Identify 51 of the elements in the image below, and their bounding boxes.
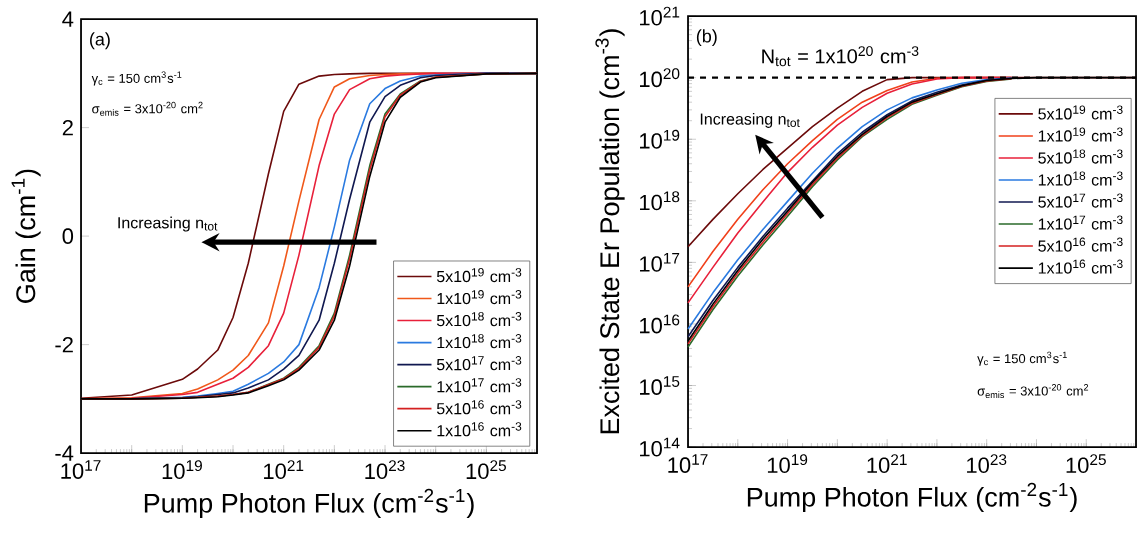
y-tick-label: 10$^{15}$ [640, 376, 680, 395]
y-tick-label: -4 [55, 445, 74, 461]
legend-label: 1x10$^{16}$ cm$^{-3}$ [437, 422, 522, 437]
y-tick-label: 10$^{19}$ [640, 129, 680, 149]
x-tick-label: 10$^{21}$ [867, 454, 907, 474]
legend-label: 5x10$^{17}$ cm$^{-3}$ [436, 356, 522, 371]
y-tick-label: -2 [55, 336, 73, 353]
annotation: (a) [90, 32, 110, 50]
y-axis-title: Gain (cm$^{-1}$) [11, 169, 41, 303]
y-tick-label: 0 [62, 228, 74, 244]
annotation: σ$_{emis}$ = 3x10$^{-20}$ cm$^{2}$ [977, 384, 1089, 398]
legend-label: 1x10$^{18}$ cm$^{-3}$ [437, 334, 522, 349]
legend-label: 5x10$^{16}$ cm$^{-3}$ [1038, 237, 1123, 252]
y-tick-label: 10$^{14}$ [640, 437, 680, 457]
y-tick-label: 10$^{17}$ [640, 252, 680, 272]
y-tick-label: 2 [62, 119, 73, 136]
legend-label: 1x10$^{16}$ cm$^{-3}$ [1038, 259, 1123, 274]
x-tick-label: 10$^{25}$ [466, 460, 506, 480]
x-tick-label: 10$^{21}$ [264, 460, 304, 480]
legend-label: 5x10$^{17}$ cm$^{-3}$ [1038, 193, 1123, 208]
x-axis-title: Pump Photon Flux (cm$^{-2}$s$^{-1}$) [747, 482, 1077, 513]
legend-label: 1x10$^{17}$ cm$^{-3}$ [437, 378, 522, 393]
legend-label: 5x10$^{19}$ cm$^{-3}$ [1038, 105, 1123, 120]
y-tick-label: 4 [62, 11, 74, 27]
legend-label: 1x10$^{18}$ cm$^{-3}$ [1038, 171, 1123, 186]
legend-label: 5x10$^{19}$ cm$^{-3}$ [436, 267, 522, 283]
legend-label: 5x10$^{18}$ cm$^{-3}$ [1038, 149, 1123, 164]
annotation: N$_{tot}$ = 1x10$^{20}$ cm$^{-3}$ [762, 46, 919, 67]
y-tick-label: 10$^{20}$ [640, 68, 680, 88]
annotation: Increasing n$_{tot}$ [700, 112, 800, 128]
x-tick-label: 10$^{25}$ [1066, 454, 1106, 474]
x-axis-title: Pump Photon Flux (cm$^{-2}$s$^{-1}$) [144, 488, 474, 519]
annotation: (b) [696, 29, 717, 47]
x-tick-label: 10$^{23}$ [967, 454, 1007, 474]
legend-label: 5x10$^{18}$ cm$^{-3}$ [436, 312, 522, 327]
x-tick-label: 10$^{17}$ [668, 454, 708, 473]
y-tick-label: 10$^{16}$ [640, 314, 680, 334]
annotation: σ$_{emis}$ = 3x10$^{-20}$ cm$^{2}$ [92, 101, 203, 116]
y-tick-label: 10$^{18}$ [640, 191, 680, 211]
y-axis-title: Excited State Er Population (cm$^{-3}$) [595, 29, 625, 434]
x-tick-label: 10$^{23}$ [365, 460, 405, 480]
x-tick-label: 10$^{19}$ [767, 454, 808, 474]
annotation: γ$_{c}$ = 150 cm$^{3}$s$^{-1}$ [91, 71, 182, 86]
x-tick-label: 10$^{19}$ [162, 460, 202, 480]
legend-label: 1x10$^{19}$ cm$^{-3}$ [1038, 127, 1123, 142]
legend-label: 1x10$^{19}$ cm$^{-3}$ [437, 289, 522, 305]
legend-label: 5x10$^{16}$ cm$^{-3}$ [436, 400, 522, 415]
annotation: γ$_{c}$ = 150 cm$^{3}$s$^{-1}$ [977, 351, 1067, 366]
legend-label: 1x10$^{17}$ cm$^{-3}$ [1038, 215, 1123, 230]
annotation: Increasing n$_{tot}$ [118, 216, 218, 232]
y-tick-label: 10$^{21}$ [640, 6, 680, 26]
